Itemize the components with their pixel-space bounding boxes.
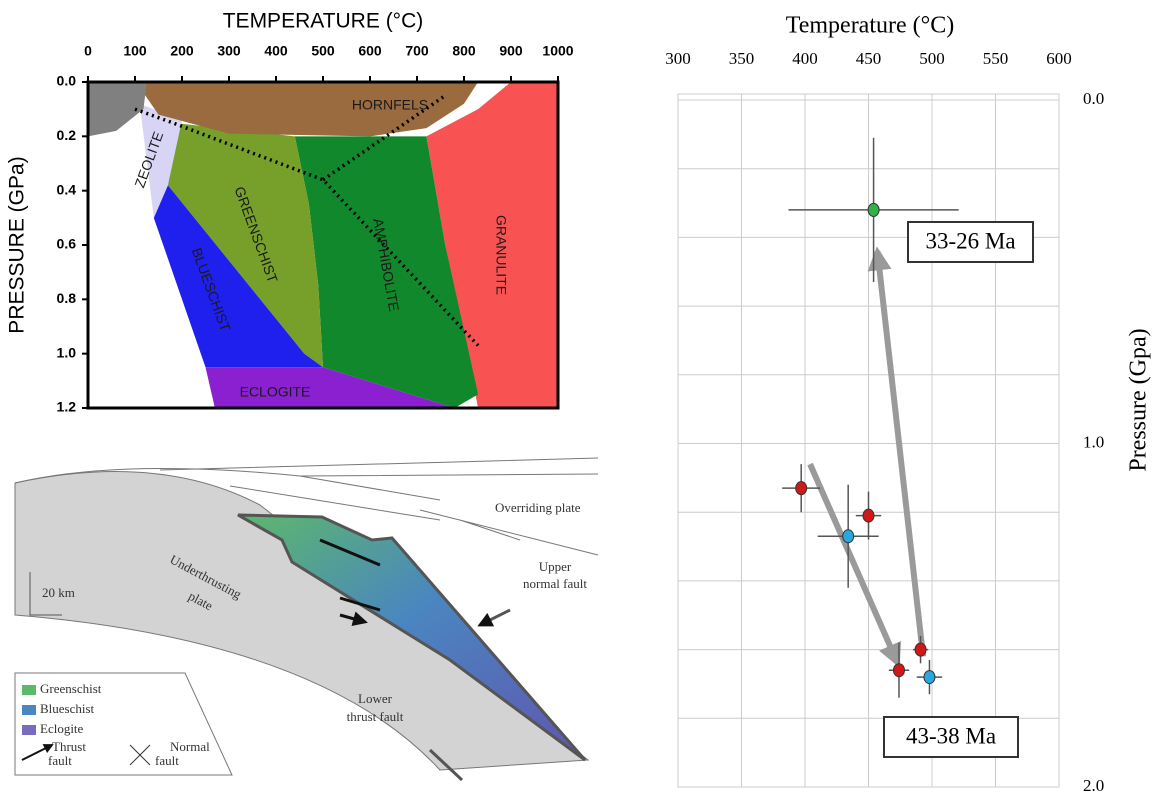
label: Lower [358,691,393,706]
facies-label: HORNFELS [352,97,428,113]
legend-label: Thrust [52,739,86,754]
x-tick-label: 500 [311,43,335,59]
x-tick-label: 400 [792,49,818,68]
annotation: 33-26 Ma [925,228,1015,253]
chart-title: TEMPERATURE (°C) [223,10,424,33]
y-tick-label: 0.0 [1083,89,1104,108]
x-tick-label: 500 [919,49,945,68]
legend-label: Normal [170,739,210,754]
legend-label: Greenschist [40,681,102,696]
y-axis-title: Pressure (Gpa) [1126,328,1152,471]
label: Overriding plate [495,500,581,515]
y-tick-label: 2.0 [1083,776,1104,795]
label: Upper [539,559,572,574]
pt-chart: 300 350 400 450 500 550 600 0.0 1.0 2.0 33-26 Ma 43… [665,13,1151,795]
facies-label: GRANULITE [493,215,509,295]
point [893,664,904,677]
facies-chart: GRANULITEAMPHIBOLITEGREENSCHISTBLUESCHIS… [6,10,574,415]
x-tick-label: 0 [84,43,92,59]
legend-label: Blueschist [40,701,95,716]
point [796,482,807,495]
x-tick-label: 400 [264,43,288,59]
facies-label: ECLOGITE [240,384,311,400]
point [868,203,879,216]
annotation: 43-38 Ma [906,723,996,748]
legend-label: fault [48,753,72,768]
point [843,530,854,543]
point [863,509,874,522]
legend-swatch [22,725,36,735]
x-tick-label: 550 [983,49,1009,68]
x-tick-label: 450 [856,49,882,68]
x-tick-label: 350 [729,49,755,68]
figure: GRANULITEAMPHIBOLITEGREENSCHISTBLUESCHIS… [0,0,1159,798]
x-tick-label: 800 [452,43,476,59]
path-arrow [810,464,898,663]
y-tick-label: 1.0 [1083,432,1104,451]
x-tick-label: 100 [123,43,147,59]
x-tick-label: 600 [1046,49,1072,68]
x-tick-label: 600 [358,43,382,59]
facies-field [88,82,147,136]
y-tick-label: 0.6 [57,236,77,252]
y-tick-label: 1.2 [57,399,77,415]
y-tick-label: 1.0 [57,344,77,360]
x-tick-label: 900 [499,43,523,59]
y-axis-title: PRESSURE (GPa) [6,156,29,333]
y-tick-label: 0.4 [57,181,77,197]
y-tick-label: 0.0 [57,73,77,89]
x-tick-label: 1000 [542,43,573,59]
legend-label: fault [155,753,179,768]
x-tick-label: 300 [665,49,691,68]
legend-swatch [22,705,36,715]
chart-title: Temperature (°C) [786,13,955,39]
x-tick-label: 300 [217,43,241,59]
label: thrust fault [347,709,404,724]
point [915,643,926,656]
point [924,671,935,684]
y-tick-label: 0.8 [57,290,77,306]
legend-label: Eclogite [40,721,84,736]
legend-swatch [22,685,36,695]
x-tick-label: 200 [170,43,194,59]
label: normal fault [523,576,587,591]
label: 20 km [42,585,75,600]
x-tick-label: 700 [405,43,429,59]
y-tick-label: 0.2 [57,127,77,143]
path-arrow [877,251,923,656]
cross-section: Overriding plate Upper normal fault 20 k… [15,458,598,780]
